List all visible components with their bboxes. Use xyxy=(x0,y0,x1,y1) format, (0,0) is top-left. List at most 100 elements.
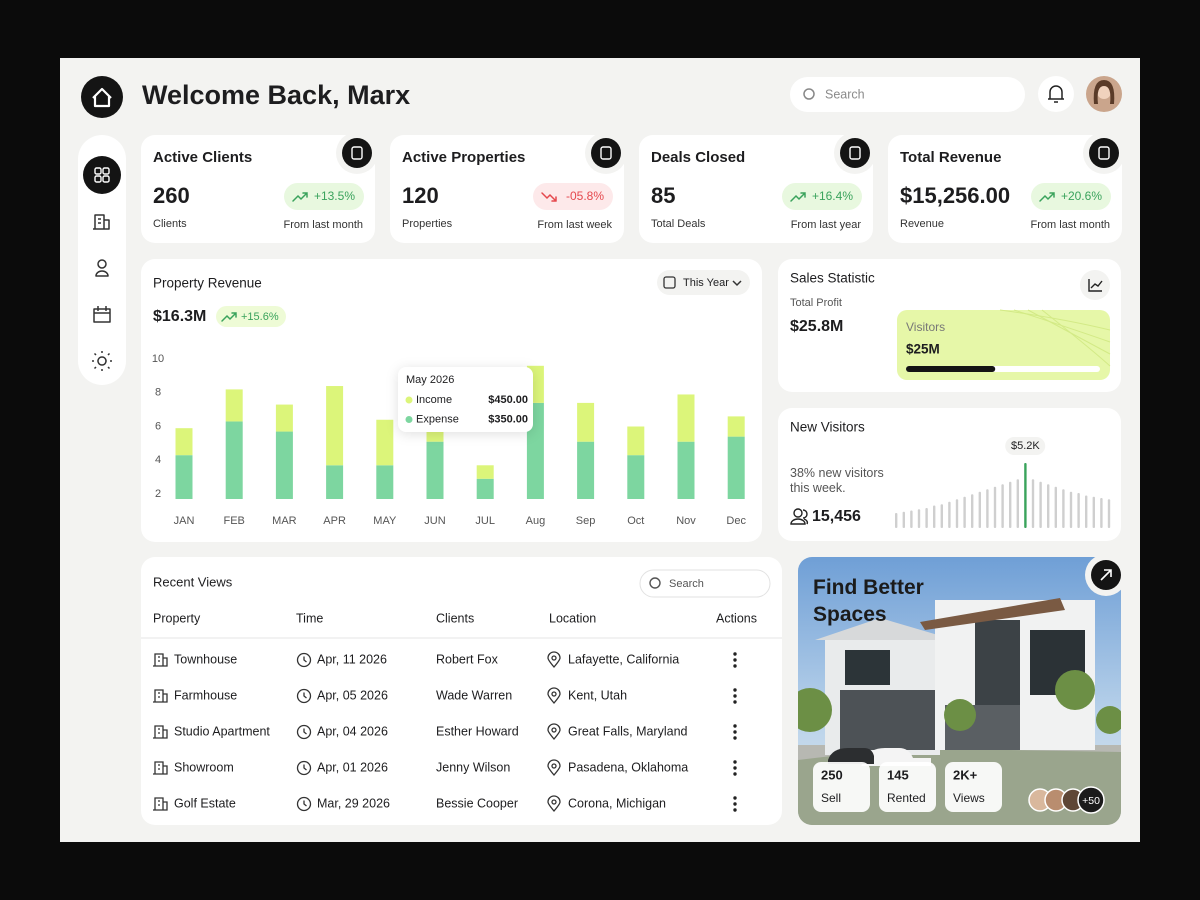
cell-time: Apr, 04 2026 xyxy=(317,724,388,738)
decor-arc xyxy=(1013,309,1111,343)
progress-fill xyxy=(906,366,996,372)
visitor-bar xyxy=(910,510,913,528)
stat-icon-glyph xyxy=(849,146,861,160)
clock-hand xyxy=(303,728,307,735)
stat-title: Active Properties xyxy=(402,149,525,166)
bar-segment xyxy=(376,419,394,466)
grid-icon xyxy=(94,175,102,183)
x-tick-label: JUL xyxy=(475,515,495,527)
page-title: Welcome Back, Marx xyxy=(142,80,410,110)
tooltip-value: $350.00 xyxy=(488,413,528,425)
y-tick-label: 2 xyxy=(155,488,161,500)
stat-unit: Total Deals xyxy=(651,218,706,230)
bar-segment xyxy=(627,426,645,456)
table-search[interactable] xyxy=(639,569,771,598)
avatar-face xyxy=(1097,85,1111,99)
trend-icon xyxy=(541,192,557,202)
tooltip-title: May 2026 xyxy=(406,374,454,386)
action-dot[interactable] xyxy=(733,796,737,800)
nav-active[interactable] xyxy=(83,156,121,194)
tree xyxy=(1055,670,1095,710)
action-dot[interactable] xyxy=(733,730,737,734)
avatar-hair xyxy=(1093,80,1115,104)
stat-change: +20.6% xyxy=(1061,189,1102,203)
stat-change: +13.5% xyxy=(314,189,355,203)
promo-stat-value: 145 xyxy=(887,767,909,782)
bar-segment xyxy=(225,389,243,422)
notification-button[interactable] xyxy=(1038,76,1074,112)
visitors-note-text: 38% new visitors this week. xyxy=(790,466,884,495)
roof xyxy=(815,618,955,640)
column-header: Actions xyxy=(716,611,757,625)
stat-icon xyxy=(591,138,621,168)
visitor-bar xyxy=(1016,479,1019,528)
action-dot[interactable] xyxy=(733,736,737,740)
tree xyxy=(944,699,976,731)
bar-segment xyxy=(476,465,494,479)
nav-item[interactable] xyxy=(86,345,118,377)
stat-icon-glyph xyxy=(600,146,612,160)
bar-segment xyxy=(275,404,293,432)
nav-icon xyxy=(93,214,110,230)
period-dropdown[interactable] xyxy=(657,270,750,295)
building-icon xyxy=(153,761,168,775)
action-dot[interactable] xyxy=(733,694,737,698)
action-dot[interactable] xyxy=(733,760,737,764)
home-button[interactable] xyxy=(81,76,123,118)
grid-icon xyxy=(94,167,102,175)
stat-value: 85 xyxy=(651,183,675,208)
change-badge xyxy=(1031,183,1111,210)
visitor-bar xyxy=(1062,489,1065,528)
search-placeholder: Search xyxy=(825,87,865,101)
visitor-bar xyxy=(1100,498,1103,528)
visitor-bar xyxy=(1107,499,1111,528)
more-avatars-label: +50 xyxy=(1082,795,1100,807)
search-box[interactable] xyxy=(790,77,1025,112)
bar-segment xyxy=(577,402,595,442)
period-label: This Year xyxy=(683,277,729,289)
building-icon xyxy=(153,689,168,703)
visitors-title: New Visitors xyxy=(790,420,865,435)
action-dot[interactable] xyxy=(733,652,737,656)
decor-arc xyxy=(1041,309,1111,367)
stat-card xyxy=(639,135,873,243)
peak-label: $5.2K xyxy=(1011,440,1040,452)
search-icon xyxy=(803,88,815,100)
grid-icon xyxy=(102,175,110,183)
legend-dot xyxy=(405,396,413,404)
clock-icon xyxy=(296,724,312,740)
change-badge xyxy=(284,183,364,210)
stat-period: From last month xyxy=(1031,219,1110,231)
stat-unit: Revenue xyxy=(900,218,944,230)
house-window xyxy=(845,650,890,685)
action-dot[interactable] xyxy=(733,802,737,806)
action-dot[interactable] xyxy=(733,808,737,812)
y-tick-label: 10 xyxy=(152,353,164,365)
building-icon xyxy=(153,725,168,739)
cell-property: Showroom xyxy=(174,760,234,774)
x-tick-label: MAR xyxy=(272,515,297,527)
visitor-bar xyxy=(986,489,989,528)
bar-segment xyxy=(426,441,444,499)
action-dot[interactable] xyxy=(733,724,737,728)
trend-icon xyxy=(1039,192,1055,202)
cell-client: Esther Howard xyxy=(436,724,519,738)
search-icon xyxy=(649,577,661,589)
nav-item[interactable] xyxy=(86,206,118,238)
action-dot[interactable] xyxy=(733,688,737,692)
stat-change: -05.8% xyxy=(566,189,604,203)
clock-icon xyxy=(296,688,312,704)
action-dot[interactable] xyxy=(733,700,737,704)
action-dot[interactable] xyxy=(733,658,737,662)
cell-time: Apr, 01 2026 xyxy=(317,760,388,774)
nav-item[interactable] xyxy=(86,299,118,331)
chart-button[interactable] xyxy=(1080,270,1110,300)
x-tick-label: Dec xyxy=(726,515,746,527)
action-dot[interactable] xyxy=(733,664,737,668)
cell-property: Farmhouse xyxy=(174,688,237,702)
more-avatars xyxy=(1077,786,1105,814)
stat-icon xyxy=(1089,138,1119,168)
clock-icon xyxy=(296,796,312,812)
action-dot[interactable] xyxy=(733,772,737,776)
action-dot[interactable] xyxy=(733,766,737,770)
